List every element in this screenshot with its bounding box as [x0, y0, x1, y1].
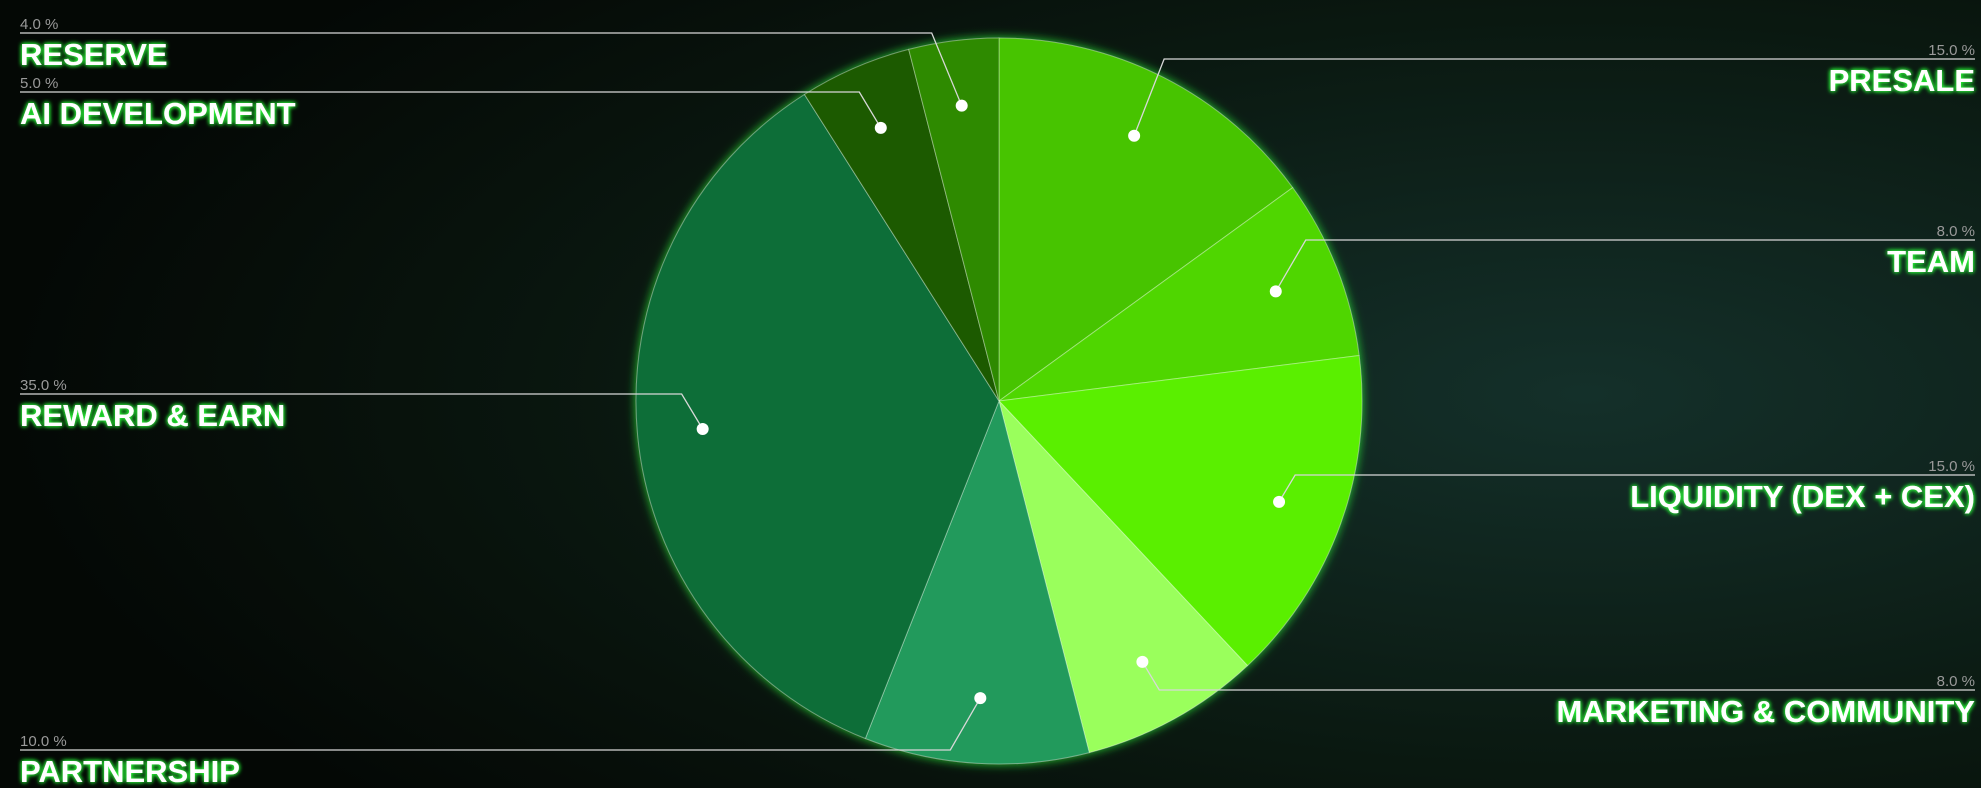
category-label: AI DEVELOPMENT	[20, 96, 296, 131]
category-label: PRESALE	[1829, 63, 1975, 98]
value-label: 8.0 %	[1937, 223, 1975, 240]
leader-dot	[1136, 656, 1148, 668]
category-label: PARTNERSHIP	[20, 754, 240, 788]
value-label: 5.0 %	[20, 75, 58, 92]
category-label: MARKETING & COMMUNITY	[1557, 694, 1976, 729]
value-label: 35.0 %	[20, 377, 67, 394]
category-label: REWARD & EARN	[20, 398, 285, 433]
leader-dot	[1270, 285, 1282, 297]
category-label: LIQUIDITY (DEX + CEX)	[1630, 479, 1975, 514]
category-label: TEAM	[1887, 244, 1975, 279]
category-label: RESERVE	[20, 37, 168, 72]
value-label: 10.0 %	[20, 733, 67, 750]
leader-dot	[697, 423, 709, 435]
value-label: 4.0 %	[20, 16, 58, 33]
leader-dot	[875, 122, 887, 134]
chart: 15.0 % PRESALE 8.0 % TEAM 15.0 % LIQUIDITY (D…	[0, 0, 1981, 788]
value-label: 15.0 %	[1928, 458, 1975, 475]
value-label: 8.0 %	[1937, 673, 1975, 690]
leader-dot	[1128, 130, 1140, 142]
pie	[636, 38, 1362, 764]
value-label: 15.0 %	[1928, 42, 1975, 59]
leader-dot	[956, 100, 968, 112]
leader-dot	[974, 692, 986, 704]
leader-dot	[1273, 496, 1285, 508]
